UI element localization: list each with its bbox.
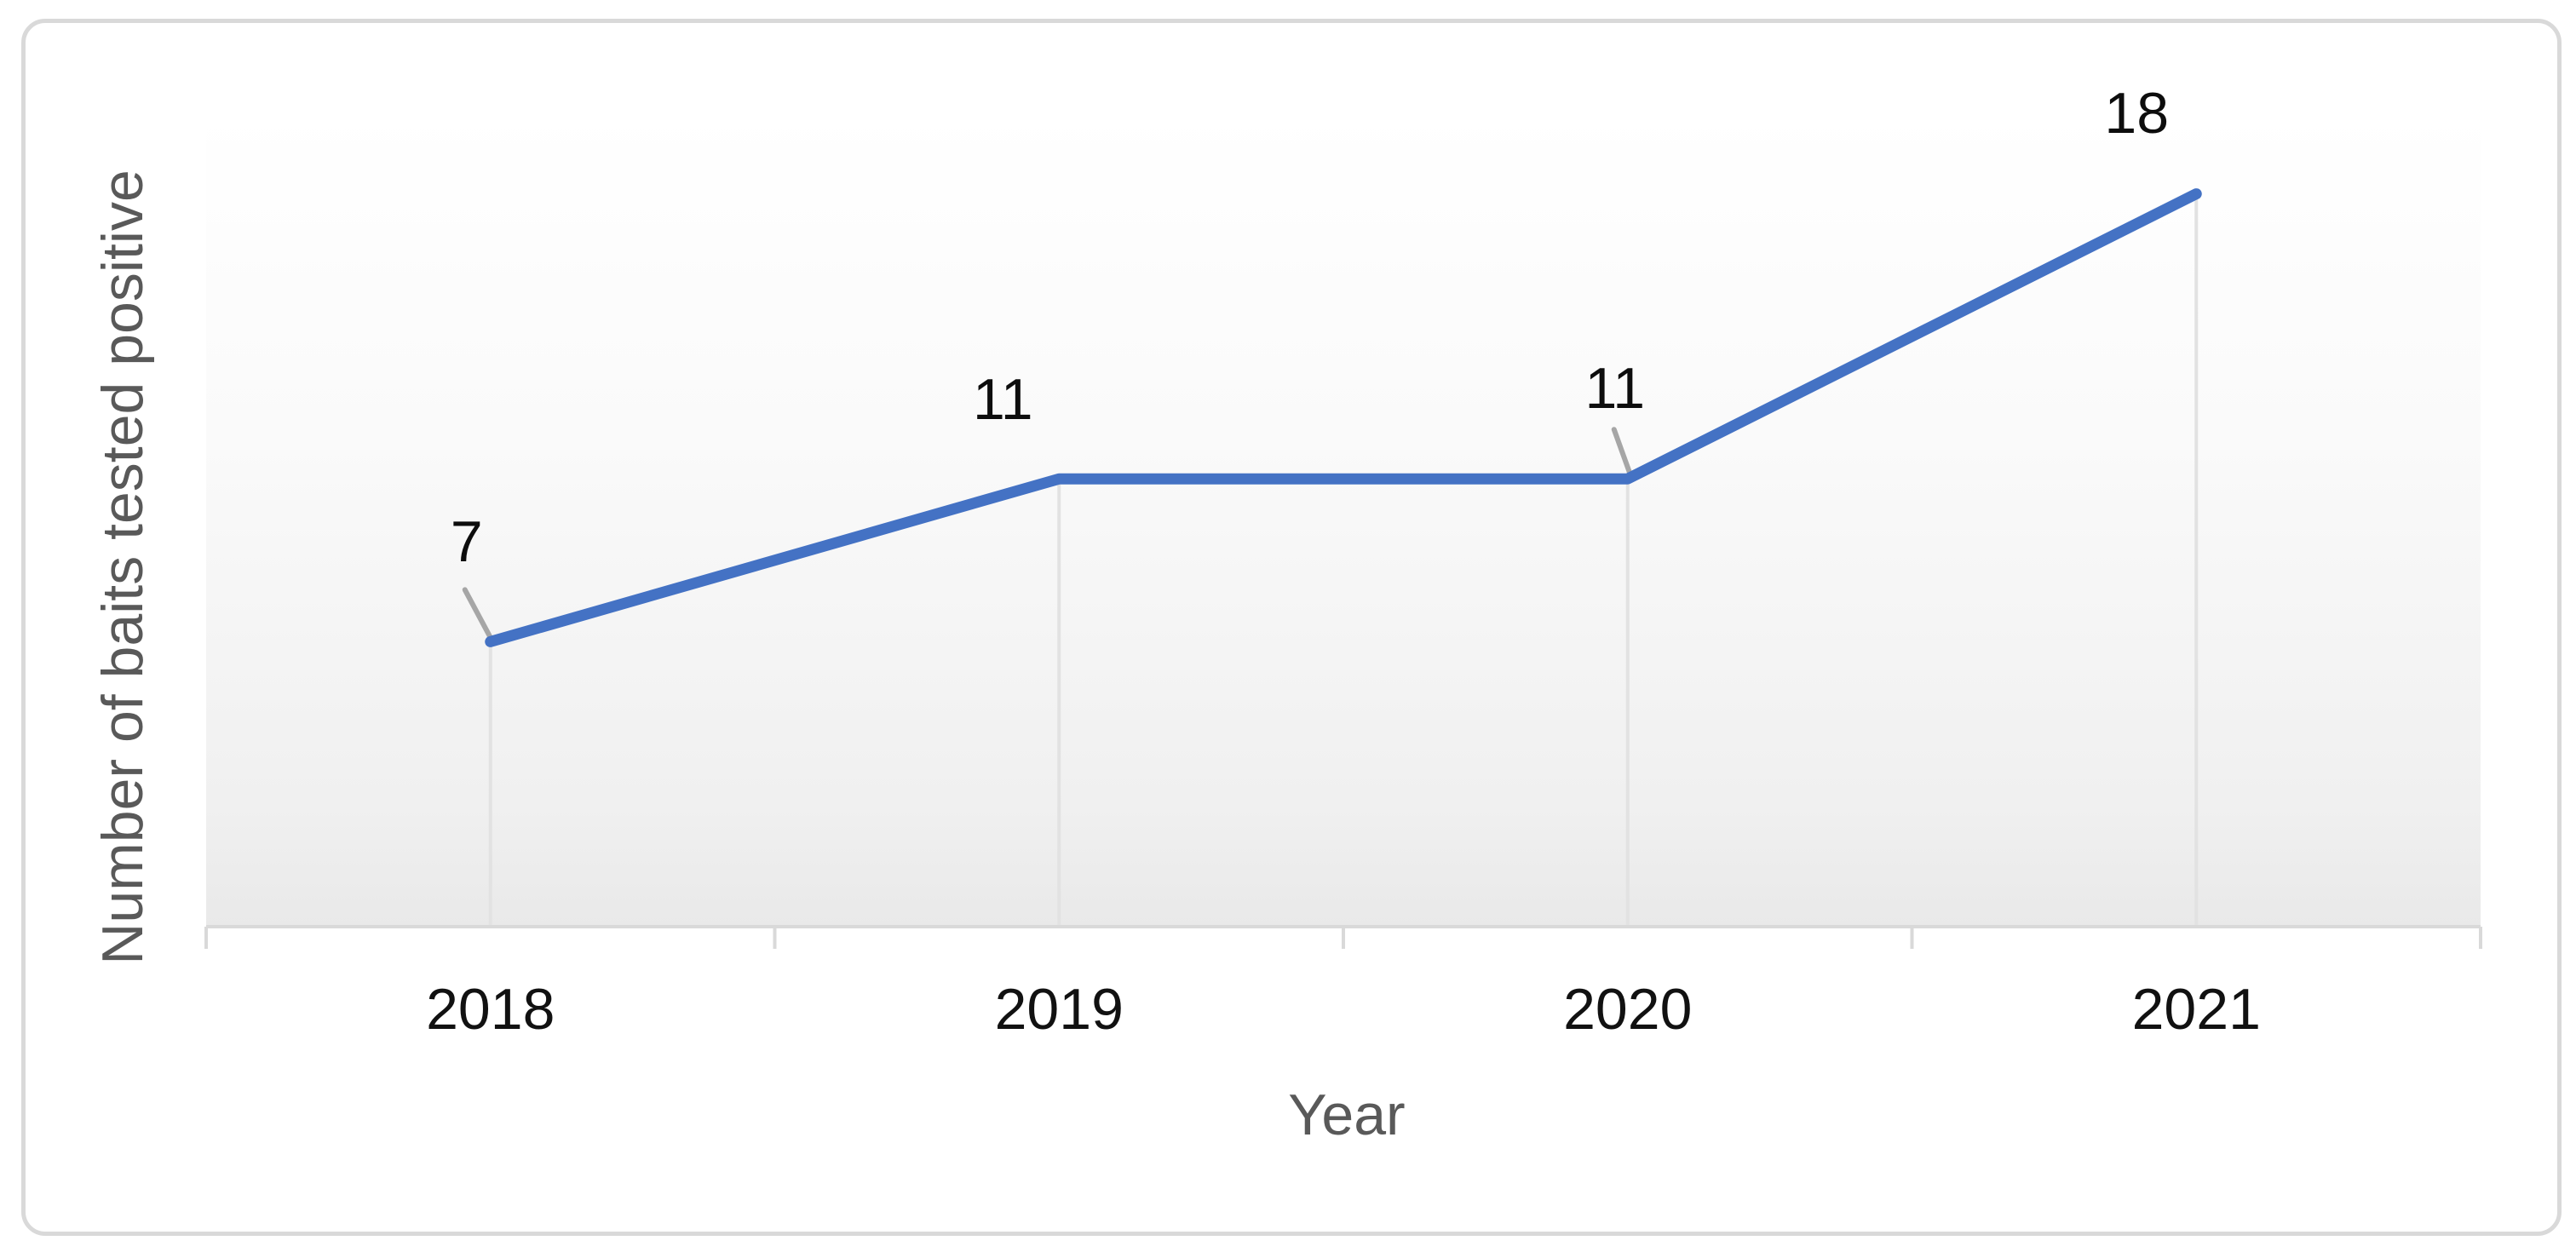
data-point-label: 11 xyxy=(972,367,1033,433)
x-tick-label: 2018 xyxy=(426,977,555,1042)
chart-frame-border xyxy=(21,19,2562,1236)
data-point-label: 7 xyxy=(450,509,483,575)
plot-area-background xyxy=(206,112,2481,927)
data-label-leader-line xyxy=(1611,427,1632,475)
x-tick-label: 2021 xyxy=(2131,977,2261,1042)
x-axis-title: Year xyxy=(1288,1083,1406,1147)
x-tick-label: 2020 xyxy=(1563,977,1693,1042)
data-point-label: 11 xyxy=(1584,356,1646,422)
x-tick-label: 2019 xyxy=(994,977,1124,1042)
series-line xyxy=(485,188,2202,647)
data-label-leader-line xyxy=(462,587,494,642)
y-axis-title: Number of baits tested positive xyxy=(90,169,155,965)
data-point-label: 18 xyxy=(2104,80,2170,146)
